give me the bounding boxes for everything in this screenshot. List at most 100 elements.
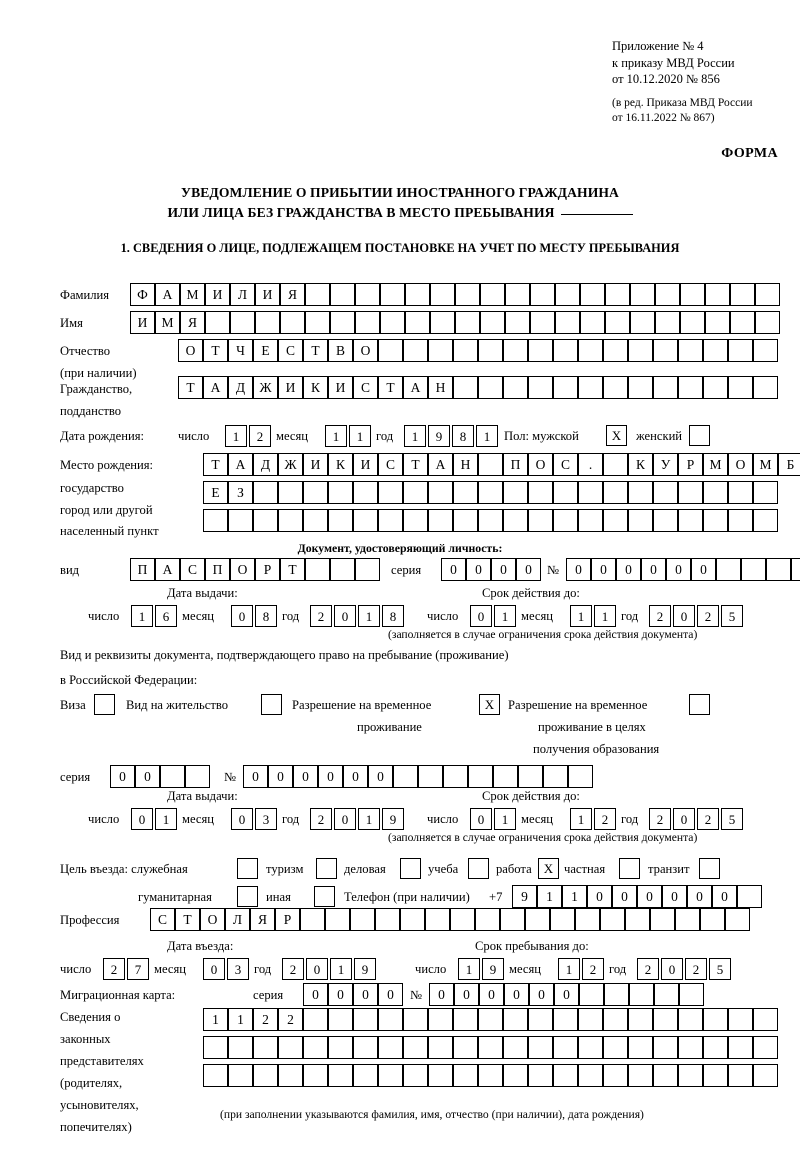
char-cell[interactable] [378, 481, 403, 504]
char-cell[interactable] [603, 509, 628, 532]
char-cell[interactable] [205, 311, 230, 334]
char-cell[interactable]: 1 [155, 808, 177, 830]
char-cell[interactable]: 1 [494, 808, 516, 830]
char-cell[interactable]: П [130, 558, 155, 581]
char-cell[interactable]: 1 [203, 1008, 228, 1031]
char-cell[interactable] [425, 908, 450, 931]
char-cell[interactable] [578, 481, 603, 504]
char-cell[interactable] [303, 1036, 328, 1059]
char-cell[interactable] [278, 1036, 303, 1059]
char-cell[interactable] [480, 311, 505, 334]
char-cell[interactable]: С [180, 558, 205, 581]
char-cell[interactable]: 5 [721, 808, 743, 830]
char-cell[interactable] [728, 1064, 753, 1087]
char-cell[interactable]: 0 [666, 558, 691, 581]
char-cell[interactable] [493, 765, 518, 788]
char-cell[interactable]: П [205, 558, 230, 581]
char-cell[interactable]: Л [230, 283, 255, 306]
char-cell[interactable]: 6 [155, 605, 177, 627]
char-cell[interactable] [528, 509, 553, 532]
purpose-humanitarian-checkbox[interactable] [237, 886, 258, 907]
char-cell[interactable] [428, 1036, 453, 1059]
char-cell[interactable]: Ч [228, 339, 253, 362]
char-cell[interactable]: И [353, 453, 378, 476]
char-cell[interactable] [430, 311, 455, 334]
char-cell[interactable] [753, 1008, 778, 1031]
char-cell[interactable]: 2 [697, 808, 719, 830]
char-cell[interactable]: 8 [255, 605, 277, 627]
char-cell[interactable] [703, 1036, 728, 1059]
char-cell[interactable] [478, 453, 503, 476]
char-cell[interactable] [678, 1036, 703, 1059]
char-cell[interactable]: 3 [255, 808, 277, 830]
char-cell[interactable] [555, 311, 580, 334]
char-cell[interactable]: М [155, 311, 180, 334]
char-cell[interactable] [679, 983, 704, 1006]
char-cell[interactable]: З [228, 481, 253, 504]
char-cell[interactable] [653, 1036, 678, 1059]
char-cell[interactable] [478, 1064, 503, 1087]
char-cell[interactable]: 9 [382, 808, 404, 830]
char-cell[interactable] [628, 1008, 653, 1031]
purpose-service-checkbox[interactable] [237, 858, 258, 879]
char-cell[interactable]: 0 [303, 983, 328, 1006]
char-cell[interactable] [503, 481, 528, 504]
char-cell[interactable] [253, 509, 278, 532]
char-cell[interactable] [328, 481, 353, 504]
char-cell[interactable] [230, 311, 255, 334]
char-cell[interactable] [160, 765, 185, 788]
char-cell[interactable] [654, 983, 679, 1006]
char-cell[interactable] [528, 481, 553, 504]
char-cell[interactable]: 0 [231, 605, 253, 627]
char-cell[interactable] [503, 509, 528, 532]
char-cell[interactable]: М [180, 283, 205, 306]
char-cell[interactable]: С [553, 453, 578, 476]
char-cell[interactable] [653, 509, 678, 532]
char-cell[interactable]: О [230, 558, 255, 581]
char-cell[interactable]: Ж [253, 376, 278, 399]
char-cell[interactable] [653, 339, 678, 362]
temp-residence-edu-checkbox[interactable] [689, 694, 710, 715]
char-cell[interactable]: 0 [318, 765, 343, 788]
char-cell[interactable] [705, 283, 730, 306]
char-cell[interactable]: 0 [231, 808, 253, 830]
char-cell[interactable]: 9 [512, 885, 537, 908]
char-cell[interactable] [453, 339, 478, 362]
char-cell[interactable]: Я [280, 283, 305, 306]
char-cell[interactable] [355, 558, 380, 581]
char-cell[interactable]: 1 [570, 808, 592, 830]
char-cell[interactable]: 0 [368, 765, 393, 788]
char-cell[interactable] [328, 509, 353, 532]
char-cell[interactable] [453, 481, 478, 504]
char-cell[interactable] [375, 908, 400, 931]
char-cell[interactable]: Д [253, 453, 278, 476]
char-cell[interactable] [478, 509, 503, 532]
char-cell[interactable]: 0 [470, 605, 492, 627]
char-cell[interactable] [403, 1008, 428, 1031]
char-cell[interactable]: 2 [637, 958, 659, 980]
char-cell[interactable]: 2 [249, 425, 271, 447]
char-cell[interactable]: И [255, 283, 280, 306]
char-cell[interactable] [468, 765, 493, 788]
char-cell[interactable] [753, 1036, 778, 1059]
char-cell[interactable] [300, 908, 325, 931]
char-cell[interactable]: 0 [691, 558, 716, 581]
char-cell[interactable] [678, 376, 703, 399]
char-cell[interactable]: Н [453, 453, 478, 476]
char-cell[interactable] [678, 1064, 703, 1087]
char-cell[interactable] [203, 1036, 228, 1059]
char-cell[interactable]: 0 [673, 808, 695, 830]
char-cell[interactable] [528, 1036, 553, 1059]
char-cell[interactable]: Т [303, 339, 328, 362]
char-cell[interactable] [305, 283, 330, 306]
char-cell[interactable]: 1 [558, 958, 580, 980]
char-cell[interactable] [728, 339, 753, 362]
char-cell[interactable] [428, 1008, 453, 1031]
char-cell[interactable]: 0 [587, 885, 612, 908]
